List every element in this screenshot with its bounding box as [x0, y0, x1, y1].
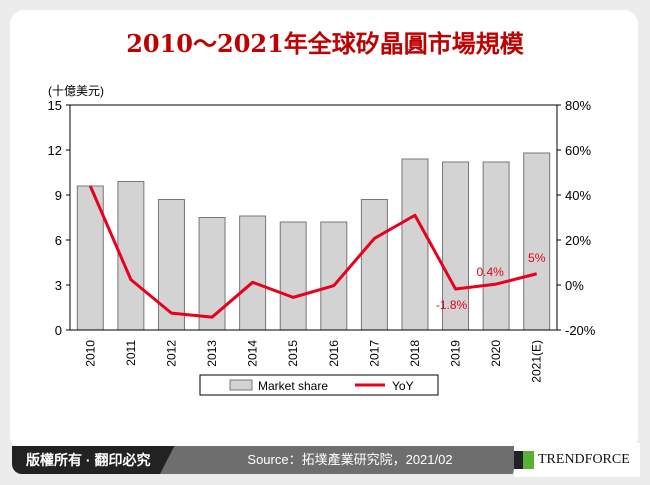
y2-tick-label: 20% — [565, 233, 591, 248]
legend-bar-swatch — [229, 379, 253, 391]
x-tick-label: 2011 — [124, 340, 138, 366]
y2-tick-label: -20% — [565, 323, 596, 338]
y-tick-label: 15 — [48, 98, 62, 113]
bar — [157, 199, 185, 331]
bar — [320, 221, 348, 331]
legend-label: YoY — [392, 379, 414, 393]
y-tick-label: 0 — [55, 323, 62, 338]
bar — [442, 161, 470, 331]
bar — [117, 181, 145, 331]
x-tick-label: 2012 — [164, 340, 178, 367]
copyright: 版權所有 · 翻印必究 — [12, 446, 182, 474]
x-tick-label: 2014 — [246, 340, 260, 367]
plot-frame — [69, 104, 558, 331]
y-tick-label: 12 — [48, 143, 62, 158]
data-label: 0.4% — [476, 265, 504, 279]
source-text: Source：拓墣產業研究院，2021/02 — [247, 452, 453, 467]
y2-tick-label: 60% — [565, 143, 591, 158]
y2-tick-label: 0% — [565, 278, 584, 293]
trendforce-logo: TrendForce — [514, 443, 640, 477]
y2-tick-label: 40% — [565, 188, 591, 203]
bar — [279, 221, 307, 331]
data-label: -1.8% — [436, 298, 468, 312]
y-tick-label: 9 — [55, 188, 62, 203]
data-label: 5% — [528, 251, 546, 265]
y-tick-label: 3 — [55, 278, 62, 293]
x-tick-label: 2010 — [83, 340, 97, 367]
y-tick-label: 6 — [55, 233, 62, 248]
y-axis-unit: (十億美元) — [48, 84, 104, 98]
logo-text: TrendForce — [538, 452, 630, 467]
x-tick-label: 2016 — [327, 340, 341, 367]
logo-icon — [514, 451, 534, 469]
x-tick-label: 2017 — [367, 340, 381, 367]
x-tick-label: 2021(E) — [530, 340, 544, 383]
x-tick-label: 2019 — [449, 340, 463, 367]
bar — [482, 161, 510, 331]
bar — [239, 215, 267, 331]
x-tick-label: 2020 — [489, 340, 503, 367]
bar — [360, 199, 388, 331]
x-tick-label: 2018 — [408, 340, 422, 367]
x-tick-label: 2015 — [286, 340, 300, 367]
legend-label: Market share — [258, 379, 328, 393]
x-tick-label: 2013 — [205, 340, 219, 367]
bar — [198, 217, 226, 331]
yoy-line — [88, 185, 538, 319]
footer-bar — [160, 446, 520, 474]
legend — [199, 374, 439, 396]
chart-title: 2010～2021年全球矽晶圓市場規模 — [126, 29, 524, 58]
bar — [523, 152, 551, 331]
y2-tick-label: 80% — [565, 98, 591, 113]
bar — [401, 158, 429, 331]
